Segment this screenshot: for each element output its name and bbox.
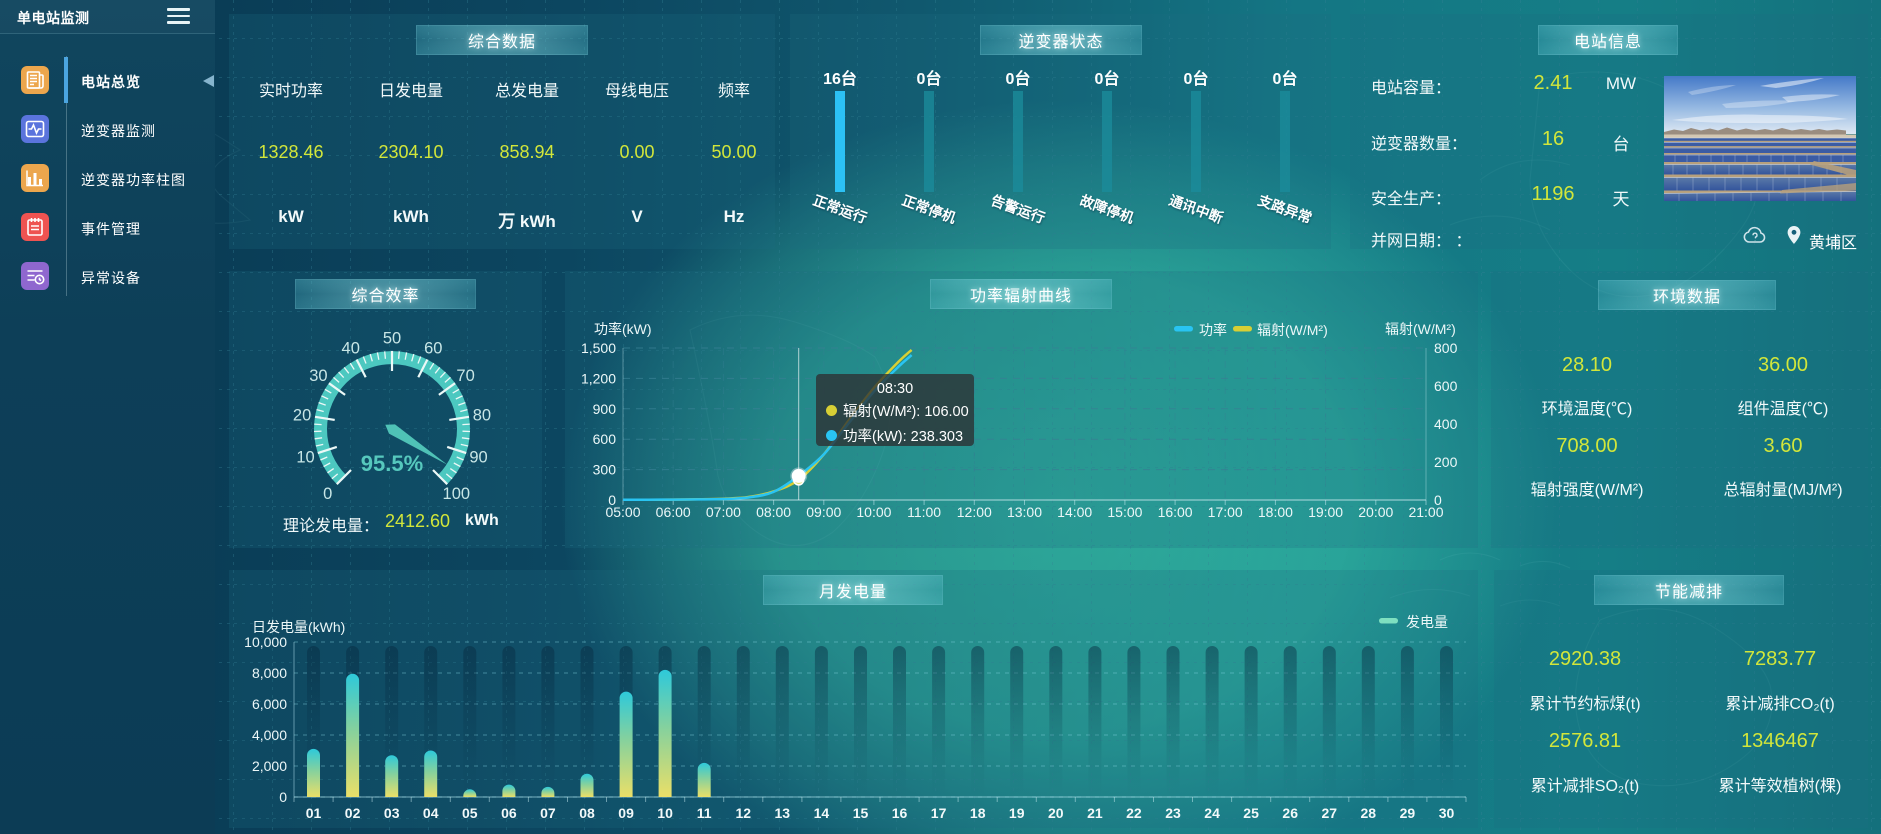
svg-text:14:00: 14:00: [1057, 504, 1092, 520]
svg-text:20:00: 20:00: [1358, 504, 1393, 520]
svg-text:21: 21: [1087, 805, 1103, 821]
svg-text:17: 17: [931, 805, 947, 821]
svg-text:600: 600: [1434, 378, 1458, 394]
svg-text:发电量: 发电量: [1406, 614, 1448, 630]
svg-text:90: 90: [469, 449, 487, 467]
svg-text:03: 03: [384, 805, 400, 821]
svg-text:10,000: 10,000: [244, 634, 287, 650]
svg-text:16: 16: [892, 805, 908, 821]
svg-text:日发电量(kWh): 日发电量(kWh): [252, 619, 345, 635]
svg-text:10: 10: [657, 805, 673, 821]
svg-text:28: 28: [1361, 805, 1377, 821]
svg-text:50: 50: [383, 330, 401, 348]
svg-text:05: 05: [462, 805, 478, 821]
svg-text:2,000: 2,000: [252, 758, 287, 774]
svg-text:1,200: 1,200: [581, 370, 616, 386]
svg-text:100: 100: [443, 485, 471, 503]
svg-text:18:00: 18:00: [1258, 504, 1293, 520]
svg-text:15:00: 15:00: [1107, 504, 1142, 520]
svg-text:1,500: 1,500: [581, 340, 616, 356]
svg-text:40: 40: [342, 339, 360, 357]
svg-text:12: 12: [736, 805, 752, 821]
svg-text:300: 300: [593, 462, 617, 478]
svg-text:09:00: 09:00: [806, 504, 841, 520]
svg-text:0: 0: [608, 492, 616, 508]
svg-text:10:00: 10:00: [856, 504, 891, 520]
svg-text:09: 09: [618, 805, 634, 821]
svg-text:19:00: 19:00: [1308, 504, 1343, 520]
svg-text:辐射(W/M²): 辐射(W/M²): [1257, 322, 1328, 338]
svg-text:70: 70: [456, 367, 474, 385]
svg-text:0: 0: [323, 485, 332, 503]
svg-text:19: 19: [1009, 805, 1025, 821]
svg-text:25: 25: [1243, 805, 1259, 821]
svg-text:0: 0: [279, 789, 287, 805]
svg-text:21:00: 21:00: [1408, 504, 1443, 520]
svg-text:11:00: 11:00: [907, 504, 941, 520]
svg-text:07: 07: [540, 805, 556, 821]
svg-text:14: 14: [814, 805, 830, 821]
svg-text:80: 80: [473, 406, 491, 424]
svg-text:辐射(W/M²): 辐射(W/M²): [1385, 321, 1456, 337]
svg-text:11: 11: [697, 805, 712, 821]
svg-text:200: 200: [1434, 454, 1458, 470]
svg-text:功率: 功率: [1199, 322, 1227, 338]
svg-text:13: 13: [775, 805, 791, 821]
svg-text:600: 600: [593, 431, 617, 447]
svg-text:6,000: 6,000: [252, 696, 287, 712]
svg-text:20: 20: [1048, 805, 1064, 821]
svg-text:60: 60: [424, 339, 442, 357]
svg-text:0: 0: [1434, 492, 1442, 508]
svg-text:06: 06: [501, 805, 517, 821]
svg-text:4,000: 4,000: [252, 727, 287, 743]
svg-text:400: 400: [1434, 416, 1458, 432]
svg-text:13:00: 13:00: [1007, 504, 1042, 520]
svg-text:27: 27: [1322, 805, 1338, 821]
svg-text:22: 22: [1126, 805, 1142, 821]
svg-text:900: 900: [593, 401, 617, 417]
svg-text:30: 30: [309, 367, 327, 385]
svg-text:04: 04: [423, 805, 439, 821]
svg-text:12:00: 12:00: [957, 504, 992, 520]
svg-text:8,000: 8,000: [252, 665, 287, 681]
svg-text:24: 24: [1204, 805, 1220, 821]
svg-text:26: 26: [1282, 805, 1298, 821]
svg-text:29: 29: [1400, 805, 1416, 821]
svg-text:01: 01: [306, 805, 322, 821]
svg-text:05:00: 05:00: [605, 504, 640, 520]
svg-text:800: 800: [1434, 340, 1458, 356]
svg-text:功率(kW): 功率(kW): [594, 321, 652, 337]
svg-text:20: 20: [293, 406, 311, 424]
svg-text:23: 23: [1165, 805, 1181, 821]
svg-text:08: 08: [579, 805, 595, 821]
svg-text:30: 30: [1439, 805, 1455, 821]
svg-text:15: 15: [853, 805, 869, 821]
svg-text:95.5%: 95.5%: [361, 451, 423, 476]
svg-text:10: 10: [296, 449, 314, 467]
svg-text:17:00: 17:00: [1208, 504, 1243, 520]
svg-text:08:00: 08:00: [756, 504, 791, 520]
svg-text:18: 18: [970, 805, 986, 821]
svg-text:02: 02: [345, 805, 361, 821]
svg-text:16:00: 16:00: [1158, 504, 1193, 520]
svg-text:06:00: 06:00: [656, 504, 691, 520]
svg-text:07:00: 07:00: [706, 504, 741, 520]
